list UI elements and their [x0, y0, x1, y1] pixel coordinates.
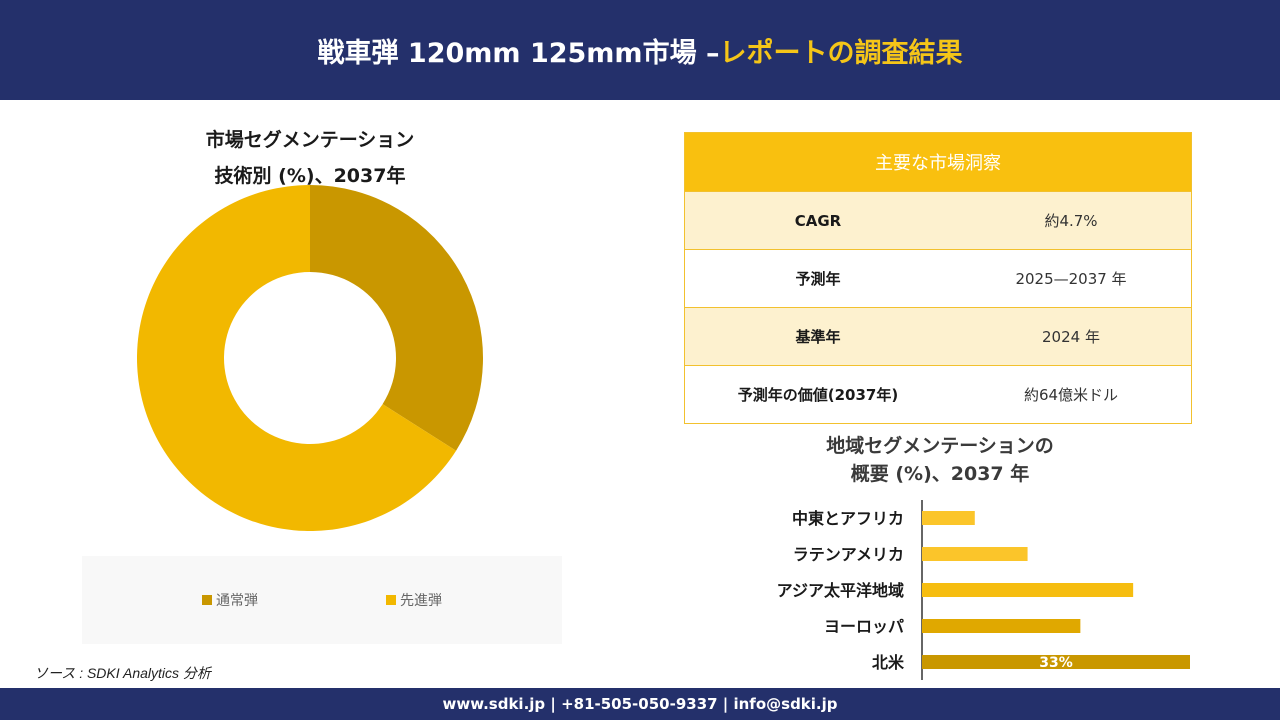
insights-row-forecast-value: 予測年の価値(2037年) 約64億米ドル [685, 365, 1191, 423]
source-note: ソース : SDKI Analytics 分析 [34, 665, 211, 681]
page-title: 戦車弾 120mm 125mm市場 –レポートの調査結果 [318, 31, 963, 70]
bar-category-label: ラテンアメリカ [793, 545, 904, 564]
insights-value: 約64億米ドル [1023, 386, 1119, 404]
insights-label: 予測年 [795, 270, 841, 288]
bar-data-label: 33% [1039, 655, 1073, 671]
footer-contact: www.sdki.jp | +81-505-050-9337 | info@sd… [442, 695, 838, 713]
insights-value: 2024 年 [1042, 328, 1100, 346]
bar-1 [922, 547, 1028, 561]
bar-chart-title-line1: 地域セグメンテーションの [826, 435, 1054, 457]
insights-row-forecast-year: 予測年 2025—2037 年 [685, 249, 1191, 307]
bar-category-label: アジア太平洋地域 [777, 581, 904, 600]
legend-label-advanced: 先進弾 [400, 593, 442, 609]
insights-heading: 主要な市場洞察 [685, 133, 1191, 191]
donut-legend: 通常弾 先進弾 [82, 556, 562, 644]
bar-0 [922, 511, 975, 525]
footer-bar: www.sdki.jp | +81-505-050-9337 | info@sd… [0, 688, 1280, 720]
donut-chart-title-line1: 市場セグメンテーション [205, 129, 415, 151]
bar-category-label: 北米 [872, 653, 905, 672]
legend-swatch-regular [202, 595, 212, 605]
bar-category-label: ヨーロッパ [824, 617, 904, 636]
legend-item-regular: 通常弾 [202, 590, 258, 610]
donut-chart-title: 市場セグメンテーション 技術別 (%)、2037年 [120, 122, 500, 194]
bar-3 [922, 619, 1081, 633]
market-insights-table: 主要な市場洞察 CAGR 約4.7% 予測年 2025—2037 年 基準年 2… [684, 132, 1192, 424]
bar-chart-title-line2: 概要 (%)、2037 年 [850, 463, 1030, 485]
donut-slice-0 [310, 185, 483, 451]
legend-label-regular: 通常弾 [216, 593, 258, 609]
donut-slice-1 [137, 185, 457, 531]
legend-swatch-advanced [386, 595, 396, 605]
bar-category-label: 中東とアフリカ [792, 509, 904, 528]
donut-chart [137, 185, 483, 531]
insights-label: 予測年の価値(2037年) [737, 386, 899, 404]
bar-4 [922, 655, 1190, 669]
insights-label: 基準年 [795, 328, 841, 346]
page-title-accent: レポートの調査結果 [719, 37, 963, 69]
bar-chart-title: 地域セグメンテーションの 概要 (%)、2037 年 [740, 432, 1140, 488]
insights-label: CAGR [794, 211, 842, 230]
insights-row-cagr: CAGR 約4.7% [685, 191, 1191, 249]
bar-2 [922, 583, 1134, 597]
insights-value: 2025—2037 年 [1015, 270, 1127, 288]
page-title-main: 戦車弾 120mm 125mm市場 – [317, 37, 720, 69]
header-bar: 戦車弾 120mm 125mm市場 –レポートの調査結果 [0, 0, 1280, 100]
insights-row-base-year: 基準年 2024 年 [685, 307, 1191, 365]
donut-chart-title-line2: 技術別 (%)、2037年 [214, 165, 406, 187]
legend-item-advanced: 先進弾 [386, 590, 442, 610]
insights-value: 約4.7% [1044, 212, 1098, 230]
